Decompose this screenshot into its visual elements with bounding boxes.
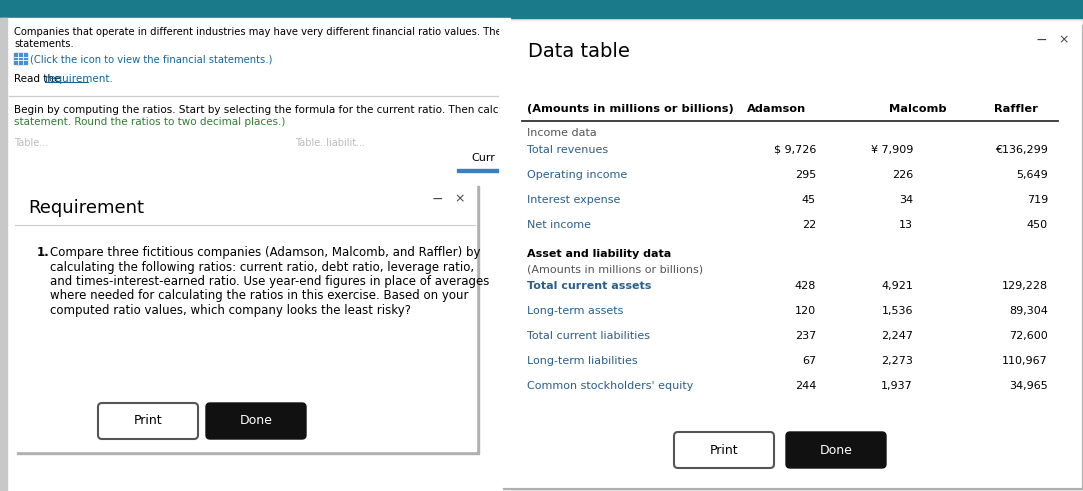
Text: requirement.: requirement.: [45, 74, 113, 84]
Bar: [0, 18, 6, 491]
Text: 4,921: 4,921: [882, 281, 913, 291]
Text: 237: 237: [795, 331, 815, 341]
Text: 45: 45: [801, 195, 815, 205]
FancyBboxPatch shape: [674, 432, 774, 468]
Text: Malcomb: Malcomb: [889, 104, 947, 114]
Text: ¥ 7,909: ¥ 7,909: [871, 145, 913, 155]
Text: Income data: Income data: [527, 128, 597, 138]
Text: Raffler: Raffler: [994, 104, 1038, 114]
Text: Table..liabilit...: Table..liabilit...: [295, 138, 365, 148]
FancyBboxPatch shape: [786, 432, 886, 468]
Text: statements.: statements.: [14, 39, 74, 49]
Bar: [500, 22, 1080, 486]
Text: Long-term assets: Long-term assets: [527, 306, 624, 316]
Text: 428: 428: [795, 281, 815, 291]
Bar: [457, 146, 510, 170]
Text: calculating the following ratios: current ratio, debt ratio, leverage ratio,: calculating the following ratios: curren…: [50, 261, 474, 273]
Text: 719: 719: [1027, 195, 1048, 205]
Text: Long-term liabilities: Long-term liabilities: [527, 356, 638, 366]
Text: 120: 120: [795, 306, 815, 316]
Text: Data table: Data table: [529, 42, 630, 61]
Text: Table...: Table...: [14, 138, 49, 148]
Text: Done: Done: [820, 443, 852, 457]
Text: Total revenues: Total revenues: [527, 145, 609, 155]
Text: Companies that operate in different industries may have very different financial: Companies that operate in different indu…: [14, 27, 1083, 37]
Text: 72,600: 72,600: [1009, 331, 1048, 341]
Text: 295: 295: [795, 170, 815, 180]
Text: statement. Round the ratios to two decimal places.): statement. Round the ratios to two decim…: [14, 117, 286, 127]
Text: 1,937: 1,937: [882, 381, 913, 391]
Bar: [17, 186, 479, 454]
Bar: [28, 235, 462, 367]
Text: 34,965: 34,965: [1009, 381, 1048, 391]
Text: 129,228: 129,228: [1002, 281, 1048, 291]
Text: Asset and liability data: Asset and liability data: [527, 249, 671, 259]
Text: 450: 450: [1027, 220, 1048, 230]
Text: €136,299: €136,299: [995, 145, 1048, 155]
Text: 1,536: 1,536: [882, 306, 913, 316]
Text: Total current liabilities: Total current liabilities: [527, 331, 650, 341]
Text: 5,649: 5,649: [1016, 170, 1048, 180]
Bar: [0, 18, 510, 491]
Text: 110,967: 110,967: [1002, 356, 1048, 366]
Bar: [14, 183, 477, 451]
Bar: [457, 169, 510, 171]
Text: Net income: Net income: [527, 220, 591, 230]
Text: (Click the icon to view the financial statements.): (Click the icon to view the financial st…: [30, 54, 273, 64]
Bar: [518, 90, 1062, 416]
Text: Requirement: Requirement: [28, 199, 144, 217]
Text: −: −: [1036, 33, 1047, 47]
Text: Print: Print: [133, 414, 162, 428]
Text: Curr: Curr: [471, 153, 495, 163]
Text: 2,273: 2,273: [882, 356, 913, 366]
Text: 34: 34: [899, 195, 913, 205]
Text: Read the: Read the: [14, 74, 64, 84]
Text: 13: 13: [899, 220, 913, 230]
Text: ×: ×: [454, 192, 465, 205]
FancyBboxPatch shape: [206, 403, 306, 439]
Text: Begin by computing the ratios. Start by selecting the formula for the current ra: Begin by computing the ratios. Start by …: [14, 105, 570, 115]
Text: 67: 67: [801, 356, 815, 366]
Text: Interest expense: Interest expense: [527, 195, 621, 205]
Text: (Amounts in millions or billions): (Amounts in millions or billions): [527, 264, 703, 274]
Text: 226: 226: [891, 170, 913, 180]
Text: Common stockholders' equity: Common stockholders' equity: [527, 381, 693, 391]
Text: $ 9,726: $ 9,726: [773, 145, 815, 155]
Text: 89,304: 89,304: [1009, 306, 1048, 316]
Bar: [0, 0, 1083, 18]
Text: 2,247: 2,247: [880, 331, 913, 341]
Text: −: −: [432, 192, 444, 206]
Text: (Amounts in millions or billions): (Amounts in millions or billions): [527, 104, 734, 114]
FancyBboxPatch shape: [97, 403, 198, 439]
Text: and times-interest-earned ratio. Use year-end figures in place of averages: and times-interest-earned ratio. Use yea…: [50, 275, 490, 288]
Bar: [14, 53, 27, 64]
Text: computed ratio values, which company looks the least risky?: computed ratio values, which company loo…: [50, 304, 412, 317]
Bar: [503, 25, 1083, 489]
Text: Compare three fictitious companies (Adamson, Malcomb, and Raffler) by: Compare three fictitious companies (Adam…: [50, 246, 481, 259]
Text: Total current assets: Total current assets: [527, 281, 651, 291]
Text: where needed for calculating the ratios in this exercise. Based on your: where needed for calculating the ratios …: [50, 290, 469, 302]
Text: Done: Done: [239, 414, 273, 428]
Text: 1.: 1.: [37, 246, 50, 259]
Text: Operating income: Operating income: [527, 170, 627, 180]
Text: ×: ×: [1058, 33, 1069, 46]
Text: Print: Print: [709, 443, 739, 457]
Text: 244: 244: [795, 381, 815, 391]
Text: Adamson: Adamson: [747, 104, 806, 114]
Text: 22: 22: [801, 220, 815, 230]
